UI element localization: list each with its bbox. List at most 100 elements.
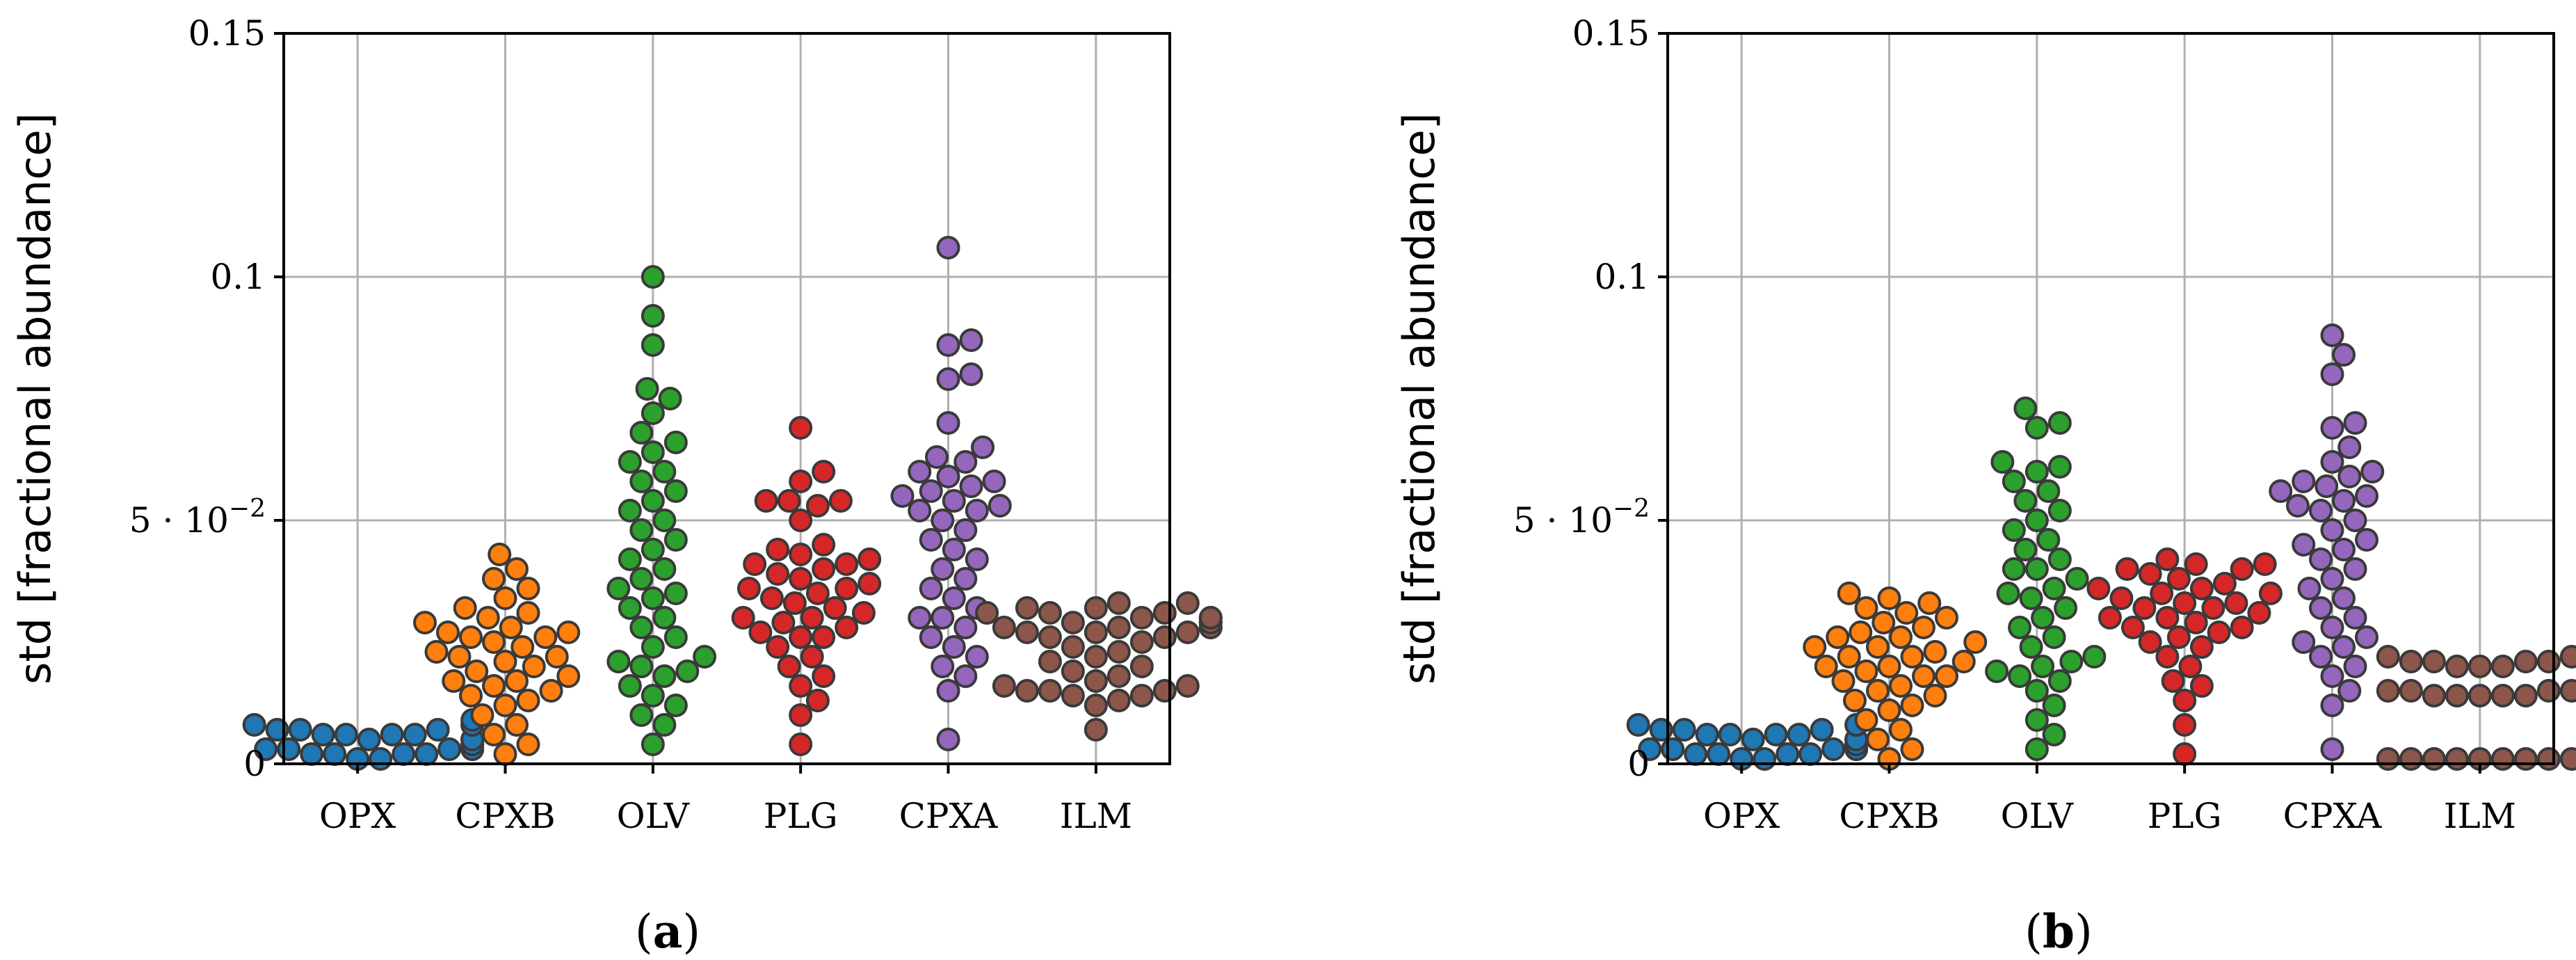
- data-point: [1985, 659, 2009, 683]
- data-point: [1661, 737, 1685, 761]
- data-point: [2002, 557, 2026, 581]
- data-point: [522, 655, 546, 678]
- data-point: [789, 703, 813, 727]
- data-point: [629, 703, 654, 727]
- y-tick-label: 0.1: [1594, 257, 1650, 297]
- data-point: [663, 479, 688, 503]
- data-point: [2399, 747, 2423, 771]
- data-point: [2536, 747, 2561, 771]
- data-point: [771, 611, 796, 634]
- data-point: [858, 572, 882, 595]
- data-point: [641, 635, 665, 659]
- data-point: [959, 328, 983, 352]
- data-point: [2042, 723, 2066, 746]
- data-point: [392, 742, 416, 766]
- data-point: [2320, 737, 2344, 761]
- data-point: [2047, 499, 2072, 522]
- data-point: [2086, 577, 2111, 600]
- data-point: [975, 601, 999, 625]
- data-point: [2297, 577, 2321, 600]
- data-point: [663, 582, 688, 605]
- data-point: [936, 679, 960, 703]
- data-point: [482, 567, 506, 591]
- data-point: [652, 713, 677, 737]
- y-tick-label: 0.15: [1572, 13, 1650, 54]
- data-point: [641, 265, 665, 289]
- data-point: [482, 630, 506, 654]
- data-point: [1753, 747, 1777, 771]
- data-point: [919, 577, 943, 600]
- data-point: [1061, 611, 1085, 634]
- data-point: [2173, 713, 2197, 737]
- data-point: [2173, 742, 2197, 766]
- data-point: [777, 489, 801, 513]
- data-point: [277, 737, 301, 761]
- data-point: [516, 577, 540, 600]
- data-point: [1129, 655, 1154, 678]
- data-point: [424, 640, 449, 664]
- data-point: [436, 621, 460, 644]
- data-point: [1061, 635, 1085, 659]
- data-point: [2337, 679, 2362, 703]
- data-point: [357, 728, 381, 751]
- data-point: [2269, 479, 2293, 503]
- data-point: [2047, 547, 2072, 571]
- data-point: [1814, 655, 1838, 678]
- swarm-points: [1626, 323, 2576, 771]
- data-point: [942, 489, 966, 513]
- y-tick-label: 0: [1627, 744, 1650, 784]
- data-point: [1935, 606, 1958, 630]
- data-point: [777, 655, 801, 678]
- data-point: [858, 547, 882, 571]
- data-point: [505, 669, 529, 693]
- data-point: [2230, 616, 2254, 639]
- data-point: [465, 659, 489, 683]
- data-point: [754, 489, 778, 513]
- data-point: [1837, 645, 1861, 669]
- data-point: [629, 421, 654, 445]
- data-point: [369, 747, 393, 771]
- data-point: [851, 601, 876, 625]
- data-point: [629, 655, 654, 678]
- data-point: [629, 518, 654, 542]
- data-point: [499, 616, 523, 639]
- plot-frame: [1666, 32, 2555, 765]
- data-point: [1912, 616, 1935, 639]
- x-tick-label: ILM: [2444, 796, 2516, 836]
- data-point: [2002, 470, 2026, 493]
- data-point: [2292, 533, 2316, 557]
- data-point: [2065, 567, 2089, 591]
- data-point: [1741, 728, 1765, 751]
- data-point: [1626, 713, 1650, 737]
- data-point: [789, 625, 813, 649]
- x-tick-label: PLG: [764, 796, 838, 836]
- data-point: [2490, 655, 2515, 678]
- data-point: [300, 742, 324, 766]
- data-point: [748, 621, 773, 644]
- data-point: [2024, 708, 2049, 732]
- data-point: [641, 538, 665, 561]
- data-point: [2150, 582, 2174, 605]
- series-olv: [1985, 397, 2107, 761]
- data-point: [1106, 591, 1131, 615]
- data-point: [2343, 557, 2367, 581]
- data-point: [965, 499, 989, 522]
- data-point: [936, 367, 960, 391]
- data-point: [2513, 650, 2538, 673]
- data-point: [2024, 416, 2049, 440]
- data-point: [2155, 606, 2180, 630]
- data-point: [1061, 659, 1085, 683]
- series-ilm: [975, 591, 1223, 742]
- data-point: [2059, 650, 2084, 673]
- data-point: [539, 679, 563, 703]
- y-tick-label-exponent: −2: [1613, 495, 1650, 523]
- data-point: [1106, 664, 1131, 688]
- data-point: [1672, 718, 1696, 742]
- data-point: [1152, 601, 1177, 625]
- data-point: [470, 703, 494, 727]
- data-point: [641, 333, 665, 357]
- swarm-points: [242, 236, 1223, 771]
- data-point: [835, 616, 859, 639]
- data-point: [2201, 596, 2225, 620]
- y-tick-label: 0: [243, 744, 266, 784]
